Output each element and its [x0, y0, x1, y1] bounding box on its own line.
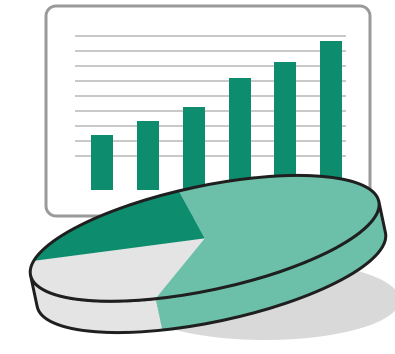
bar: [183, 107, 205, 190]
pie-slice: [30, 238, 205, 302]
bar: [320, 41, 342, 190]
bar: [137, 121, 159, 190]
pie: [28, 173, 388, 335]
bars: [91, 41, 342, 190]
bar: [274, 62, 296, 190]
pie-top-edge: [28, 173, 381, 303]
pie-slice: [155, 175, 379, 299]
bar: [91, 135, 113, 190]
pie-slice: [33, 190, 205, 261]
grid: [75, 35, 346, 157]
bar: [229, 78, 251, 190]
